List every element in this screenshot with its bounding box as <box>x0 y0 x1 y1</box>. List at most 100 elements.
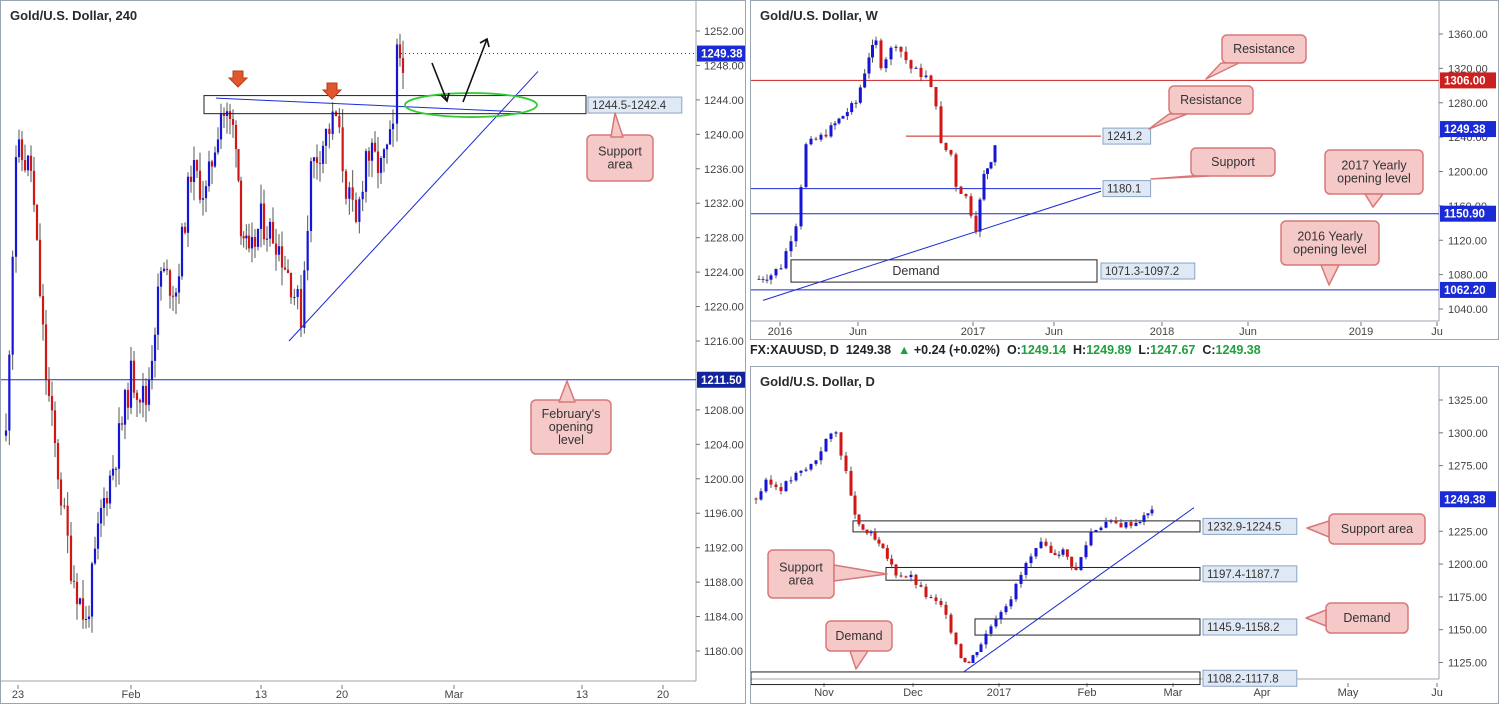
candle-up <box>874 40 878 46</box>
candle-down <box>315 157 319 163</box>
candle-down <box>138 399 142 403</box>
daily-time-axis-tick-label: Ju <box>1431 687 1443 699</box>
candle-up <box>854 102 858 104</box>
candle-up <box>117 423 121 469</box>
daily-time-axis-tick-label: May <box>1338 687 1359 699</box>
candle-down <box>135 392 139 400</box>
daily-price-axis-tick-label: 1300.00 <box>1448 428 1488 440</box>
candle-up <box>213 152 217 167</box>
candle-up <box>789 480 793 482</box>
candle-up <box>1039 541 1043 549</box>
h4-zone-label-bg <box>587 96 683 114</box>
candle-up <box>809 138 813 145</box>
candle-down <box>959 186 963 194</box>
candle-up <box>829 433 833 440</box>
candle-up <box>1009 599 1013 607</box>
h4-chart[interactable]: 1252.00 1248.00 1244.00 1240.00 1236.00 1232.… <box>1 1 746 704</box>
candle-down <box>328 128 331 135</box>
candle-up <box>379 158 383 173</box>
candle-down <box>299 288 303 328</box>
daily-callout-support-area-right: Support area <box>1341 522 1413 536</box>
candle-up <box>889 47 893 60</box>
daily-price-axis-tick-label: 1225.00 <box>1448 526 1488 538</box>
h4-zone-trendline <box>215 97 522 113</box>
daily-zone-label-3-bg <box>1202 618 1298 636</box>
weekly-price-axis-tick-label: 1080.00 <box>1448 270 1488 282</box>
h4-down-marker-icon <box>321 82 343 100</box>
candle-down <box>228 111 232 119</box>
h4-down-arrow <box>431 62 448 102</box>
candle-up <box>17 139 21 158</box>
candle-down <box>354 199 358 222</box>
candle-up <box>1142 515 1146 522</box>
weekly-callout-support: Support <box>1211 155 1255 169</box>
candle-up <box>391 123 395 130</box>
candle-up <box>268 221 272 239</box>
weekly-1241-label-bg <box>1102 127 1152 145</box>
candle-up <box>1109 520 1113 522</box>
candle-up <box>994 619 998 627</box>
daily-chart[interactable]: 1325.00 1300.00 1275.00 1225.00 1200.00 1175.… <box>751 367 1499 704</box>
daily-time-axis-tick-label: Mar <box>1164 687 1183 699</box>
candle-down <box>367 151 371 161</box>
daily-callout-demand-bottom: Demand <box>835 629 882 643</box>
candle-up <box>979 644 983 653</box>
candle-down <box>969 196 973 216</box>
h4-price-axis-tick-label: 1208.00 <box>704 405 744 417</box>
h4-time-axis-tick-label: 20 <box>657 689 669 701</box>
candle-down <box>247 235 251 249</box>
weekly-callout-2016-yearly-pointer <box>1320 264 1340 286</box>
candle-up <box>799 470 803 473</box>
candle-down <box>50 395 54 411</box>
candle-up <box>1019 574 1023 584</box>
candle-down <box>919 67 923 78</box>
candle-down <box>289 272 293 298</box>
daily-zone-label-2-bg <box>1202 565 1298 583</box>
candle-down <box>1049 545 1053 553</box>
candle-down <box>274 243 278 255</box>
candle-up <box>204 186 208 199</box>
candle-down <box>1065 549 1069 557</box>
candle-down <box>271 221 275 244</box>
candle-up <box>259 203 263 229</box>
candle-down <box>38 239 42 296</box>
h4-price-axis-tick-label: 1232.00 <box>704 198 744 210</box>
candle-up <box>850 103 854 113</box>
weekly-time-axis-tick-label: Jun <box>1045 326 1063 338</box>
candle-up <box>385 144 389 150</box>
h4-chart-panel[interactable]: 1252.00 1248.00 1244.00 1240.00 1236.00 1232.… <box>0 0 746 704</box>
candle-up <box>1089 531 1093 546</box>
candle-down <box>919 584 923 587</box>
candle-down <box>1053 552 1057 556</box>
candle-down <box>774 484 778 488</box>
candle-down <box>904 51 908 61</box>
candle-up <box>162 268 166 272</box>
h4-price-axis-tick-label: 1252.00 <box>704 26 744 38</box>
h4-price-axis-tick-label: 1184.00 <box>704 612 743 624</box>
candle-down <box>262 203 266 240</box>
candle-up <box>834 432 838 434</box>
candle-down <box>253 237 257 247</box>
daily-chart-panel[interactable]: 1325.00 1300.00 1275.00 1225.00 1200.00 1175.… <box>750 366 1499 704</box>
close-label: C: <box>1202 343 1216 357</box>
weekly-chart[interactable]: 1360.001320.001280.001240.001200.001160.… <box>751 1 1499 340</box>
candle-up <box>769 275 773 280</box>
candle-up <box>1057 554 1061 556</box>
daily-price-axis-tick-label: 1275.00 <box>1448 461 1488 473</box>
h4-down-marker-icon <box>227 70 249 88</box>
candle-down <box>75 581 79 604</box>
h4-chart-title: Gold/U.S. Dollar, 240 <box>10 8 138 23</box>
candle-down <box>81 598 85 620</box>
h4-time-axis-tick-label: Feb <box>122 689 141 701</box>
weekly-chart-panel[interactable]: 1360.001320.001280.001240.001200.001160.… <box>750 0 1499 340</box>
candle-up <box>207 161 211 187</box>
candle-up <box>1134 522 1138 526</box>
low-value: 1247.67 <box>1150 343 1196 357</box>
candle-up <box>177 276 181 293</box>
weekly-callout-resistance-mid-pointer <box>1148 113 1188 130</box>
candle-up <box>1034 548 1038 557</box>
weekly-1062-tag-bg <box>1440 281 1496 298</box>
h4-price-axis-tick-label: 1192.00 <box>704 543 743 555</box>
candle-up <box>774 268 778 276</box>
candle-up <box>993 145 997 163</box>
